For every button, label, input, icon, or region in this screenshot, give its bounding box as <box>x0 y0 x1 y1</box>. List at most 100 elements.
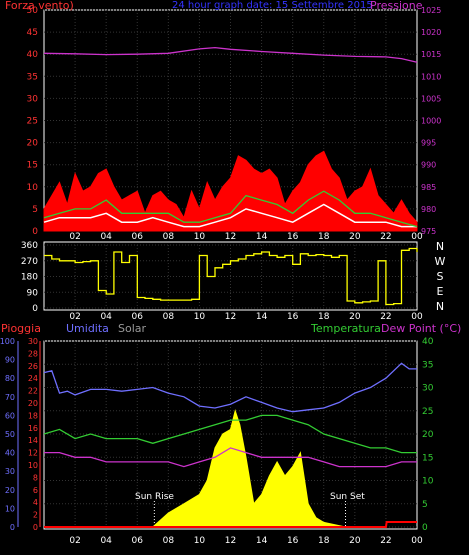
pressure-y-tick: 990 <box>421 161 436 170</box>
wind-y-tick: 40 <box>27 50 39 60</box>
wind-y-tick: 0 <box>32 227 38 237</box>
direction-x-tick: 12 <box>225 312 236 322</box>
rain-y-tick: 16 <box>28 424 38 433</box>
tick-labels: 0510152025303540455097598098599099510001… <box>0 6 446 546</box>
pressure-y-tick: 995 <box>421 139 436 148</box>
weather-x-tick: 08 <box>163 536 175 546</box>
weather-x-tick: 18 <box>318 536 330 546</box>
direction-y-tick: 180 <box>21 273 38 283</box>
wind-axis-label: Forza vento) <box>5 0 74 12</box>
weather-x-tick: 20 <box>349 536 361 546</box>
temperature-y-tick: 10 <box>422 477 434 487</box>
humidity-y-tick: 30 <box>5 467 15 476</box>
direction-x-tick: 04 <box>100 312 112 322</box>
temperature-y-tick: 15 <box>422 453 433 463</box>
humidity-y-tick: 10 <box>5 504 15 513</box>
wind-speed-series <box>43 203 417 228</box>
humidity-y-tick: 50 <box>5 430 15 439</box>
temperature-axis-label: Temperatura <box>310 322 381 335</box>
weather-x-tick: 22 <box>380 536 391 546</box>
temperature-series <box>43 414 417 454</box>
sunrise-annotation: Sun Rise <box>135 492 174 502</box>
humidity-y-tick: 100 <box>0 337 15 346</box>
humidity-y-tick: 0 <box>10 523 15 532</box>
humidity-y-tick: 20 <box>5 486 15 495</box>
direction-compass-label: S <box>437 270 444 283</box>
direction-x-tick: 02 <box>69 312 80 322</box>
rain-y-tick: 2 <box>33 511 38 520</box>
wind-x-tick: 18 <box>318 232 330 242</box>
dewpoint-axis-label: Dew Point (°C) <box>381 322 461 335</box>
temperature-y-tick: 40 <box>422 337 434 347</box>
direction-y-tick: 90 <box>27 288 39 298</box>
pressure-y-tick: 1010 <box>421 72 441 81</box>
direction-compass-label: N <box>436 300 444 313</box>
direction-x-tick: 08 <box>163 312 175 322</box>
wind-y-tick: 30 <box>27 94 39 104</box>
direction-compass-label: W <box>435 255 446 268</box>
pressure-series <box>43 46 418 63</box>
humidity-y-tick: 80 <box>5 374 15 383</box>
rain-y-tick: 30 <box>28 337 38 346</box>
direction-y-tick: 360 <box>21 241 38 251</box>
humidity-y-tick: 90 <box>5 356 15 365</box>
wind-x-tick: 22 <box>380 232 391 242</box>
wind-y-tick: 45 <box>27 28 38 38</box>
wind-y-tick: 25 <box>27 117 38 127</box>
pressure-y-tick: 975 <box>421 227 436 236</box>
direction-y-tick: 0 <box>32 304 38 314</box>
wind-x-tick: 14 <box>256 232 268 242</box>
weather-x-tick: 04 <box>100 536 112 546</box>
wind-x-tick: 04 <box>100 232 112 242</box>
wind-y-tick: 35 <box>27 72 38 82</box>
direction-x-tick: 00 <box>411 312 423 322</box>
direction-x-tick: 16 <box>287 312 299 322</box>
weather-x-tick: 12 <box>225 536 236 546</box>
wind-direction-series <box>44 247 418 306</box>
weather-x-tick: 16 <box>287 536 299 546</box>
series <box>43 46 418 528</box>
pressure-y-tick: 1015 <box>421 50 441 59</box>
direction-x-tick: 14 <box>256 312 268 322</box>
temperature-y-tick: 35 <box>422 360 433 370</box>
pressure-y-tick: 1025 <box>421 6 441 15</box>
weather-x-tick: 06 <box>132 536 144 546</box>
humidity-y-tick: 40 <box>5 449 15 458</box>
solar-axis-label: Solar <box>118 322 147 335</box>
rain-y-tick: 12 <box>28 449 38 458</box>
direction-x-tick: 20 <box>349 312 361 322</box>
rain-y-tick: 4 <box>33 498 38 507</box>
pressure-y-tick: 1000 <box>421 117 441 126</box>
rain-y-tick: 10 <box>28 461 38 470</box>
wind-y-tick: 50 <box>27 6 39 16</box>
wind-x-tick: 00 <box>411 232 423 242</box>
solar-series <box>151 409 346 528</box>
direction-x-tick: 18 <box>318 312 330 322</box>
direction-x-tick: 22 <box>380 312 391 322</box>
wind-x-tick: 16 <box>287 232 299 242</box>
humidity-y-tick: 70 <box>5 393 15 402</box>
wind-average-series <box>43 190 418 228</box>
rain-y-tick: 20 <box>28 399 38 408</box>
pressure-axis-label: Pressione <box>370 0 423 12</box>
wind-x-tick: 08 <box>163 232 175 242</box>
direction-compass-label: E <box>437 285 444 298</box>
wind-gust-series <box>43 150 418 232</box>
pressure-y-tick: 1020 <box>421 28 441 37</box>
wind-y-tick: 20 <box>27 139 39 149</box>
dewpoint-series <box>44 447 417 468</box>
humidity-y-tick: 60 <box>5 411 15 420</box>
rain-y-tick: 0 <box>33 523 38 532</box>
temperature-y-tick: 25 <box>422 407 433 417</box>
wind-x-tick: 12 <box>225 232 236 242</box>
rain-y-tick: 6 <box>33 486 38 495</box>
wind-x-tick: 10 <box>194 232 206 242</box>
wind-y-tick: 10 <box>27 183 39 193</box>
temperature-y-tick: 20 <box>422 430 434 440</box>
rain-y-tick: 18 <box>28 411 38 420</box>
chart-title: 24 hour graph date: 15 Settembre 2015 <box>172 0 373 11</box>
rain-y-tick: 14 <box>28 436 38 445</box>
rain-y-tick: 28 <box>28 349 38 358</box>
rain-series <box>44 521 417 528</box>
